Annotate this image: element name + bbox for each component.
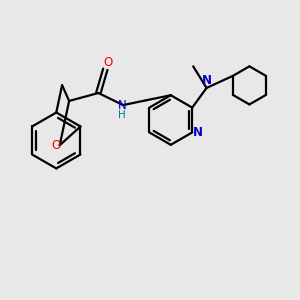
Text: O: O bbox=[103, 56, 112, 69]
Text: H: H bbox=[118, 110, 126, 120]
Text: N: N bbox=[118, 99, 126, 112]
Text: N: N bbox=[193, 126, 203, 139]
Text: O: O bbox=[51, 139, 61, 152]
Text: N: N bbox=[202, 74, 212, 87]
